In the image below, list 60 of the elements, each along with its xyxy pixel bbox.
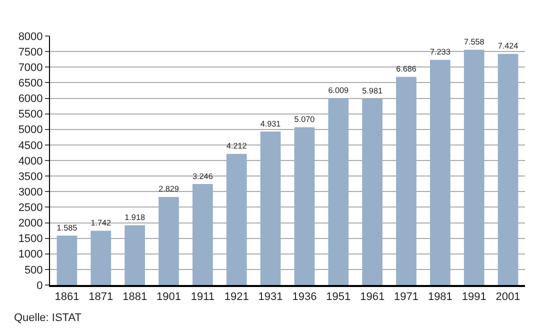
y-tick-label: 500 [24, 264, 43, 276]
bar [260, 132, 281, 285]
x-tick-label: 1951 [326, 290, 351, 303]
x-tick-label: 1871 [88, 290, 114, 303]
x-tick-label: 1991 [462, 290, 486, 303]
data-label: 1.742 [90, 218, 112, 228]
y-tick-label: 2000 [18, 218, 43, 230]
x-tick-label: 1971 [394, 290, 418, 303]
y-tick-label: 1500 [18, 233, 43, 246]
y-tick-label: 7000 [18, 62, 43, 74]
x-tick-label: 1931 [258, 290, 283, 303]
bar [90, 230, 112, 285]
x-tick-label: 1911 [190, 290, 215, 303]
data-label: 6.686 [396, 64, 417, 74]
y-tick-label: 3000 [18, 186, 43, 198]
data-label: 3.246 [192, 172, 214, 181]
y-tick-label: 8000 [18, 30, 43, 43]
x-tick-label: 2001 [496, 290, 520, 303]
bar [498, 54, 518, 285]
bar [362, 98, 382, 285]
bar [158, 196, 179, 285]
bar [464, 50, 484, 285]
data-label: 6.009 [328, 86, 350, 95]
y-tick-label: 7500 [18, 46, 43, 58]
x-tick-label: 1881 [122, 290, 148, 303]
y-tick-label: 6500 [18, 78, 43, 90]
y-tick-label: 6000 [18, 93, 43, 106]
y-tick-label: 5000 [18, 124, 43, 136]
data-label: 4.931 [260, 119, 282, 128]
x-tick-label: 1921 [224, 290, 249, 303]
bar [328, 98, 349, 285]
x-tick-label: 1961 [360, 290, 385, 303]
data-label: 1.585 [56, 223, 78, 232]
y-tick-label: 4500 [18, 140, 43, 152]
x-tick-label: 1901 [156, 290, 181, 303]
data-label: 7.424 [498, 42, 519, 51]
bar [294, 127, 315, 285]
data-label: 7.558 [464, 38, 485, 47]
x-tick-label: 1981 [428, 290, 452, 303]
x-tick-label: 1861 [54, 290, 80, 303]
y-tick-label: 3500 [18, 170, 43, 183]
bar [396, 76, 416, 285]
bar [192, 184, 213, 285]
bar [430, 60, 450, 285]
bar [226, 154, 247, 285]
bar [56, 236, 78, 285]
y-tick-label: 1000 [18, 248, 43, 261]
source-note: Quelle: ISTAT [14, 312, 82, 324]
y-tick-label: 5500 [18, 108, 43, 121]
data-label: 7.233 [430, 48, 451, 57]
data-label: 4.212 [226, 142, 248, 151]
data-label: 2.829 [158, 184, 180, 194]
y-tick-label: 4000 [18, 155, 43, 168]
data-label: 5.070 [294, 114, 316, 124]
data-label: 5.981 [362, 86, 383, 96]
x-tick-label: 1936 [292, 290, 317, 303]
y-tick-label: 2500 [18, 202, 43, 214]
bar [124, 225, 145, 285]
y-tick-label: 0 [36, 280, 43, 292]
data-label: 1.918 [124, 213, 146, 222]
